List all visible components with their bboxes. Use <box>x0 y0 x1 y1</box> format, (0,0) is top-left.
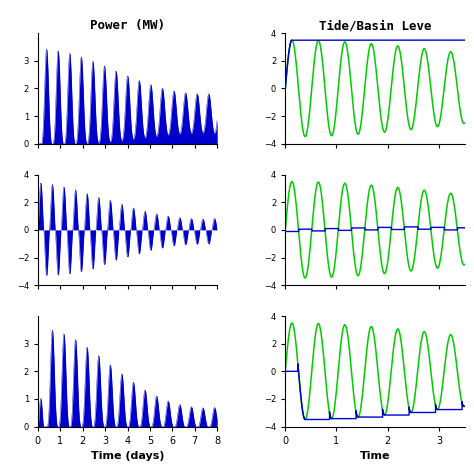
X-axis label: Time: Time <box>360 451 390 461</box>
X-axis label: Time (days): Time (days) <box>91 451 164 461</box>
Title: Power (MW): Power (MW) <box>90 19 165 32</box>
Title: Tide/Basin Leve: Tide/Basin Leve <box>319 19 431 32</box>
